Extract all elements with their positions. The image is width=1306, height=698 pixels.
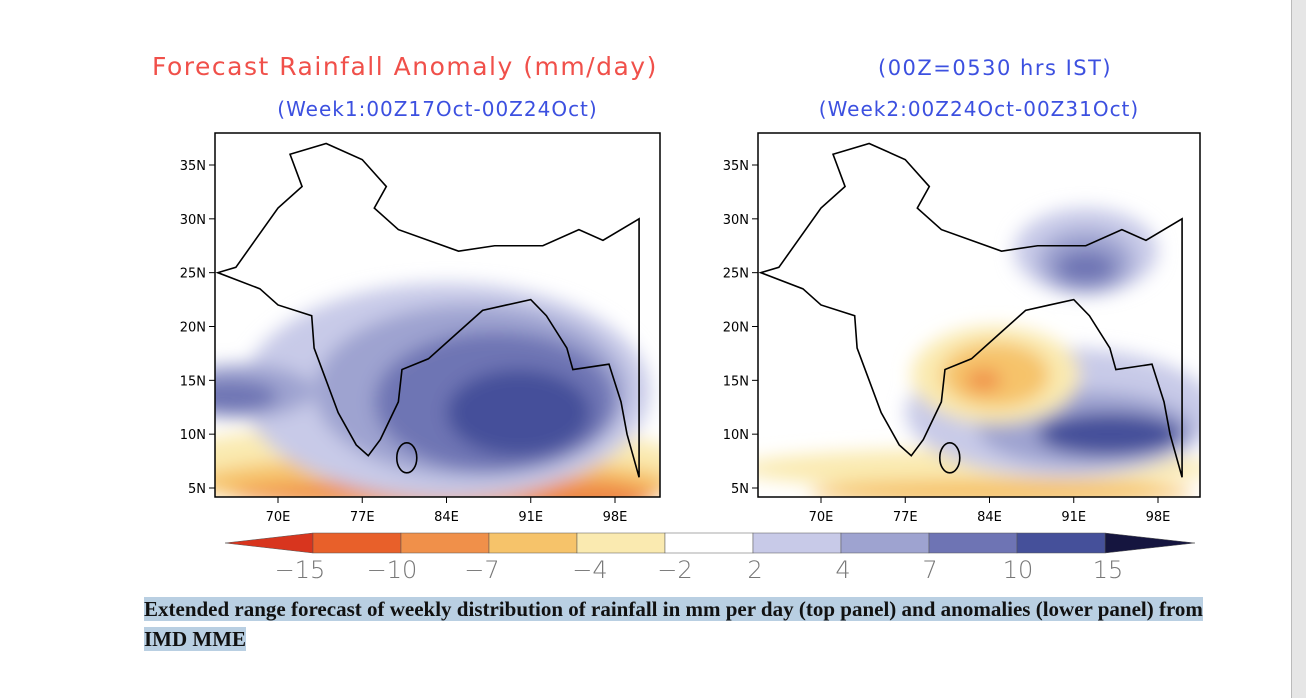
coastline <box>215 142 640 478</box>
panel-title: (Week2:00Z24Oct-00Z31Oct) <box>819 97 1139 121</box>
lat-label: 5N <box>731 482 749 497</box>
colorbar-label: −15 <box>275 556 326 584</box>
colorbar-low <box>224 532 314 554</box>
colorbar-box <box>928 532 1018 554</box>
colorbar-label: 15 <box>1093 556 1124 584</box>
lon-label: 70E <box>266 510 291 525</box>
colorbar-box <box>840 532 930 554</box>
colorbar-label: 10 <box>1003 556 1034 584</box>
lat-label: 25N <box>723 267 749 282</box>
colorbar-box <box>576 532 666 554</box>
colorbar-box <box>400 532 490 554</box>
anomaly-blob <box>809 479 1194 497</box>
colorbar-label: 7 <box>922 556 937 584</box>
sri-lanka <box>938 442 961 474</box>
lat-label: 10N <box>180 428 206 443</box>
colorbar-label: −10 <box>367 556 418 584</box>
anomaly-field <box>758 207 1200 497</box>
lat-label: 35N <box>180 159 206 174</box>
lon-label: 77E <box>893 510 918 525</box>
lat-label: 35N <box>723 159 749 174</box>
window-edge <box>1291 0 1306 698</box>
lon-label: 77E <box>350 510 375 525</box>
colorbar-label: −2 <box>657 556 692 584</box>
title: Forecast Rainfall Anomaly (mm/day) <box>152 52 658 81</box>
anomaly-blob <box>965 369 1002 392</box>
map <box>758 133 1200 497</box>
colorbar-box <box>488 532 578 554</box>
time-note: (00Z=0530 hrs IST) <box>878 56 1112 80</box>
lat-label: 10N <box>723 428 749 443</box>
lon-label: 98E <box>1146 510 1171 525</box>
map-frame <box>214 132 661 498</box>
lat-label: 15N <box>723 374 749 389</box>
lon-label: 84E <box>434 510 459 525</box>
map <box>215 133 660 497</box>
colorbar-label: −7 <box>464 556 499 584</box>
anomaly-field <box>215 283 660 497</box>
lat-label: 30N <box>723 213 749 228</box>
coastline <box>758 142 1183 478</box>
panel-title: (Week1:00Z17Oct-00Z24Oct) <box>277 97 597 121</box>
anomaly-blob <box>215 380 278 413</box>
colorbar-label: 4 <box>835 556 850 584</box>
lon-label: 84E <box>977 510 1002 525</box>
anomaly-blob <box>1055 251 1116 284</box>
colorbar-box <box>664 532 754 554</box>
lon-label: 91E <box>518 510 543 525</box>
anomaly-blob <box>1037 412 1182 456</box>
figure: Forecast Rainfall Anomaly (mm/day) (00Z=… <box>152 52 1201 584</box>
lat-label: 20N <box>180 321 206 336</box>
colorbar-label: 2 <box>747 556 762 584</box>
colorbar-box <box>312 532 402 554</box>
colorbar-label: −4 <box>572 556 607 584</box>
caption: Extended range forecast of weekly distri… <box>144 594 1224 654</box>
lat-label: 5N <box>188 482 206 497</box>
sri-lanka <box>395 442 418 474</box>
lat-label: 30N <box>180 213 206 228</box>
lat-label: 20N <box>723 321 749 336</box>
caption-text: Extended range forecast of weekly distri… <box>144 597 1203 651</box>
lon-label: 70E <box>809 510 834 525</box>
colorbar-box <box>752 532 842 554</box>
lon-label: 91E <box>1061 510 1086 525</box>
lat-label: 25N <box>180 267 206 282</box>
map-frame <box>757 132 1201 498</box>
colorbar-box <box>1016 532 1106 554</box>
lat-label: 15N <box>180 374 206 389</box>
colorbar-high <box>1104 532 1196 554</box>
anomaly-blob <box>446 369 591 456</box>
lon-label: 98E <box>603 510 628 525</box>
